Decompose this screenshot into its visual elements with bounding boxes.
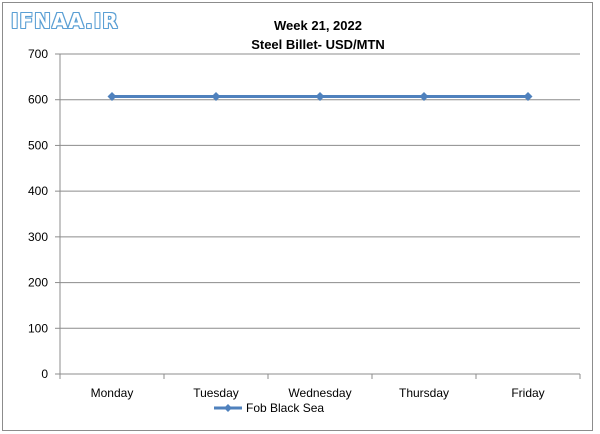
x-tick-label: Wednesday bbox=[288, 386, 351, 400]
chart-subtitle: Steel Billet- USD/MTN bbox=[251, 37, 385, 52]
axes bbox=[55, 53, 581, 379]
y-tick-label: 700 bbox=[28, 47, 48, 61]
x-tick-label: Tuesday bbox=[193, 386, 239, 400]
x-axis-tick-labels: Monday Tuesday Wednesday Thursday Friday bbox=[91, 386, 545, 400]
y-axis-tick-labels: 0 100 200 300 400 500 600 700 bbox=[28, 47, 48, 381]
chart-title: Week 21, 2022 bbox=[274, 18, 362, 33]
y-tick-label: 100 bbox=[28, 321, 48, 335]
x-tick-label: Monday bbox=[91, 386, 134, 400]
series-layer bbox=[107, 92, 533, 102]
x-tick-label: Friday bbox=[511, 386, 544, 400]
data-point-marker bbox=[419, 92, 429, 102]
y-tick-label: 200 bbox=[28, 276, 48, 290]
y-tick-label: 300 bbox=[28, 230, 48, 244]
data-point-marker bbox=[107, 92, 117, 102]
data-point-marker bbox=[315, 92, 325, 102]
ifnaa-watermark-logo: IFNAA.IR bbox=[11, 9, 119, 33]
y-tick-label: 500 bbox=[28, 138, 48, 152]
y-tick-label: 0 bbox=[41, 367, 48, 381]
y-tick-label: 400 bbox=[28, 184, 48, 198]
chart-frame bbox=[2, 2, 593, 431]
legend-label: Fob Black Sea bbox=[246, 401, 324, 415]
y-tick-label: 600 bbox=[28, 93, 48, 107]
legend-diamond-marker bbox=[224, 404, 232, 412]
data-point-marker bbox=[211, 92, 221, 102]
data-point-marker bbox=[523, 92, 533, 102]
legend: Fob Black Sea bbox=[214, 401, 324, 415]
x-tick-label: Thursday bbox=[399, 386, 449, 400]
